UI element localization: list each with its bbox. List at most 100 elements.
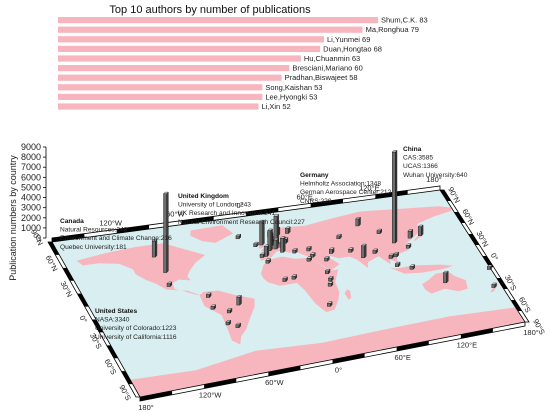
bar-top [151, 239, 158, 242]
z-tick-label: 0 [36, 233, 41, 243]
country-map-chart: 120°W 60°W 0° 60°E 120°E 180° 180° 120°W 60°W 0° 6… [8, 142, 547, 412]
author-bar-label: Shum,C.K. 83 [381, 16, 428, 25]
land-north-america [76, 243, 206, 296]
top-chart-title: Top 10 authors by number of publications [109, 4, 311, 16]
bar-front [282, 278, 287, 282]
bar-top [409, 264, 416, 267]
bar-front [166, 283, 171, 287]
note-country-name: United Kingdom [178, 193, 229, 200]
lon-tick-front: 60°E [394, 353, 410, 362]
bar-front [325, 270, 329, 275]
country-bar [328, 247, 335, 254]
bar-front [418, 226, 422, 236]
note-detail: CAS:3585 [403, 155, 433, 162]
bar-top [442, 270, 449, 273]
note-detail: University of Colorado:1223 [95, 325, 177, 332]
lon-tick-back: 0° [236, 201, 243, 210]
frame-right-segment [454, 212, 466, 223]
bar-top [327, 281, 334, 284]
lon-tick-back: 180° [426, 175, 442, 184]
bar-top [376, 228, 383, 231]
bar-top [328, 247, 335, 250]
land-greenland [190, 225, 234, 243]
land-africa [260, 256, 340, 313]
note-detail: UCAS:1366 [403, 163, 438, 170]
country-bar [205, 292, 212, 298]
bar-side [446, 270, 449, 284]
bar-top [306, 256, 313, 259]
z-tick-label: 7000 [21, 162, 41, 172]
note-detail: University of California:1116 [95, 334, 177, 341]
author-bar [58, 84, 263, 91]
bar-front [376, 230, 381, 234]
frame-back-segment [116, 225, 149, 234]
author-bar [58, 36, 325, 43]
note-detail: UK Research and Innovation:241 [178, 210, 275, 217]
z-tick-label: 8000 [21, 152, 41, 162]
country-bar [235, 233, 242, 240]
country-bar [292, 247, 298, 254]
bar-top [273, 214, 280, 217]
bar-top [417, 224, 424, 227]
country-bar [323, 255, 330, 262]
bar-front [292, 249, 296, 254]
country-bar [284, 226, 291, 235]
author-bar-label: Li,Xin 52 [261, 102, 290, 111]
country-bar [306, 245, 312, 252]
bar-top [348, 247, 354, 250]
frame-left-segment [62, 267, 74, 281]
bar-front [491, 284, 496, 288]
country-bar [405, 243, 412, 249]
bar-front [393, 253, 398, 258]
frame-back-segment [52, 233, 85, 242]
bar-top [282, 276, 289, 279]
frame-back-segment [181, 216, 214, 225]
bar-top [166, 281, 173, 284]
bar-front [407, 230, 412, 239]
author-bar [58, 93, 263, 100]
country-bar [409, 264, 416, 270]
bar-front [253, 243, 257, 247]
bar-top [391, 150, 398, 153]
country-bar [394, 261, 401, 268]
bar-top [355, 217, 361, 220]
lat-tick-right: 0° [489, 251, 500, 262]
bar-top [273, 238, 279, 241]
bar-top [259, 252, 266, 255]
bar-side [283, 236, 286, 253]
country-bar [393, 251, 400, 258]
country-bar [226, 307, 233, 314]
bar-front [225, 321, 230, 326]
country-bar [263, 244, 270, 257]
country-bar [388, 253, 395, 259]
bar-front [235, 324, 240, 328]
frame-right-segment [496, 278, 508, 289]
lon-tick-back: 60°W [166, 210, 185, 219]
lon-tick-front: 180° [138, 403, 154, 412]
bar-top [235, 234, 242, 237]
bar-front [443, 272, 447, 284]
author-bar-label: Lee,Hyongki 53 [265, 92, 317, 101]
bar-front [409, 266, 414, 270]
bar-front [235, 235, 240, 240]
frame-front-segment [396, 340, 429, 351]
bar-front [327, 283, 332, 287]
bar-front [280, 237, 284, 253]
bar-top [265, 258, 272, 261]
lon-tick-front: 0° [335, 366, 342, 375]
frame-right-segment [468, 234, 480, 245]
frame-left-segment [106, 345, 118, 359]
lon-tick-back: 120°E [359, 184, 380, 193]
bar-top [292, 248, 298, 251]
author-bar [58, 103, 259, 110]
bar-front [306, 247, 310, 252]
frame-left-segment [48, 242, 60, 255]
bar-top [360, 243, 367, 246]
bar-top [405, 243, 412, 246]
note-detail: Natural Resources:248 [60, 227, 128, 234]
author-bar [58, 26, 363, 33]
note-detail: Wuhan University:640 [403, 172, 468, 179]
